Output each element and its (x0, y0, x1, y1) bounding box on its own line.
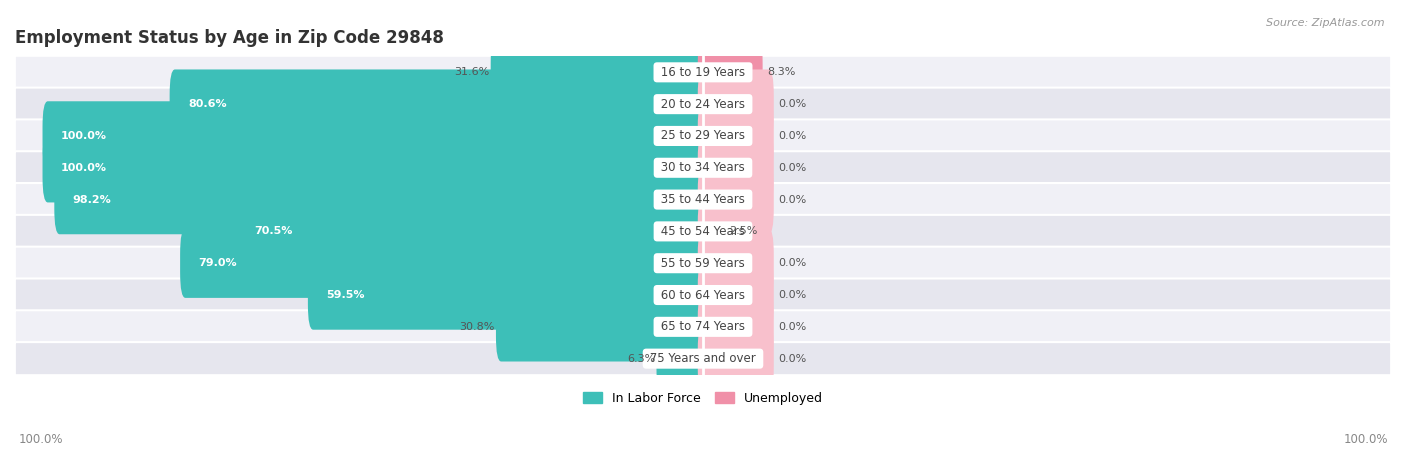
FancyBboxPatch shape (697, 101, 773, 170)
FancyBboxPatch shape (42, 133, 709, 202)
FancyBboxPatch shape (180, 229, 709, 298)
Text: 2.5%: 2.5% (730, 226, 758, 236)
Text: 70.5%: 70.5% (254, 226, 292, 236)
FancyBboxPatch shape (697, 133, 773, 202)
Text: 25 to 29 Years: 25 to 29 Years (657, 129, 749, 143)
FancyBboxPatch shape (15, 278, 1391, 312)
FancyBboxPatch shape (55, 165, 709, 234)
Text: 0.0%: 0.0% (779, 194, 807, 205)
FancyBboxPatch shape (15, 56, 1391, 89)
Text: Source: ZipAtlas.com: Source: ZipAtlas.com (1267, 18, 1385, 28)
Text: 0.0%: 0.0% (779, 354, 807, 364)
Text: 80.6%: 80.6% (188, 99, 226, 109)
FancyBboxPatch shape (697, 324, 773, 393)
Text: 0.0%: 0.0% (779, 322, 807, 332)
Text: 75 Years and over: 75 Years and over (647, 352, 759, 365)
FancyBboxPatch shape (42, 101, 709, 170)
FancyBboxPatch shape (15, 183, 1391, 216)
Text: 0.0%: 0.0% (779, 290, 807, 300)
FancyBboxPatch shape (496, 292, 709, 362)
Text: 45 to 54 Years: 45 to 54 Years (657, 225, 749, 238)
Text: 6.3%: 6.3% (627, 354, 655, 364)
FancyBboxPatch shape (308, 260, 709, 330)
FancyBboxPatch shape (697, 260, 773, 330)
Text: 30.8%: 30.8% (460, 322, 495, 332)
Text: 0.0%: 0.0% (779, 258, 807, 268)
Text: 8.3%: 8.3% (768, 67, 796, 77)
Text: 65 to 74 Years: 65 to 74 Years (657, 320, 749, 333)
FancyBboxPatch shape (697, 197, 724, 266)
FancyBboxPatch shape (697, 292, 773, 362)
Text: 60 to 64 Years: 60 to 64 Years (657, 289, 749, 302)
FancyBboxPatch shape (15, 310, 1391, 343)
FancyBboxPatch shape (697, 165, 773, 234)
FancyBboxPatch shape (15, 87, 1391, 121)
Text: 100.0%: 100.0% (60, 131, 107, 141)
Text: 100.0%: 100.0% (60, 163, 107, 173)
FancyBboxPatch shape (15, 151, 1391, 184)
FancyBboxPatch shape (15, 342, 1391, 375)
Text: 30 to 34 Years: 30 to 34 Years (657, 161, 749, 174)
FancyBboxPatch shape (697, 69, 773, 139)
FancyBboxPatch shape (170, 69, 709, 139)
FancyBboxPatch shape (697, 229, 773, 298)
Text: 79.0%: 79.0% (198, 258, 238, 268)
Text: 98.2%: 98.2% (73, 194, 111, 205)
Text: 0.0%: 0.0% (779, 163, 807, 173)
Text: 59.5%: 59.5% (326, 290, 364, 300)
Legend: In Labor Force, Unemployed: In Labor Force, Unemployed (578, 387, 828, 410)
Text: Employment Status by Age in Zip Code 29848: Employment Status by Age in Zip Code 298… (15, 28, 444, 46)
Text: 20 to 24 Years: 20 to 24 Years (657, 97, 749, 110)
FancyBboxPatch shape (491, 37, 709, 107)
FancyBboxPatch shape (697, 37, 762, 107)
FancyBboxPatch shape (657, 324, 709, 393)
Text: 31.6%: 31.6% (454, 67, 489, 77)
Text: 55 to 59 Years: 55 to 59 Years (657, 257, 749, 270)
FancyBboxPatch shape (15, 247, 1391, 280)
Text: 16 to 19 Years: 16 to 19 Years (657, 66, 749, 79)
Text: 35 to 44 Years: 35 to 44 Years (657, 193, 749, 206)
Text: 0.0%: 0.0% (779, 99, 807, 109)
Text: 100.0%: 100.0% (18, 433, 63, 446)
FancyBboxPatch shape (15, 120, 1391, 152)
FancyBboxPatch shape (236, 197, 709, 266)
Text: 0.0%: 0.0% (779, 131, 807, 141)
Text: 100.0%: 100.0% (1343, 433, 1388, 446)
FancyBboxPatch shape (15, 215, 1391, 248)
